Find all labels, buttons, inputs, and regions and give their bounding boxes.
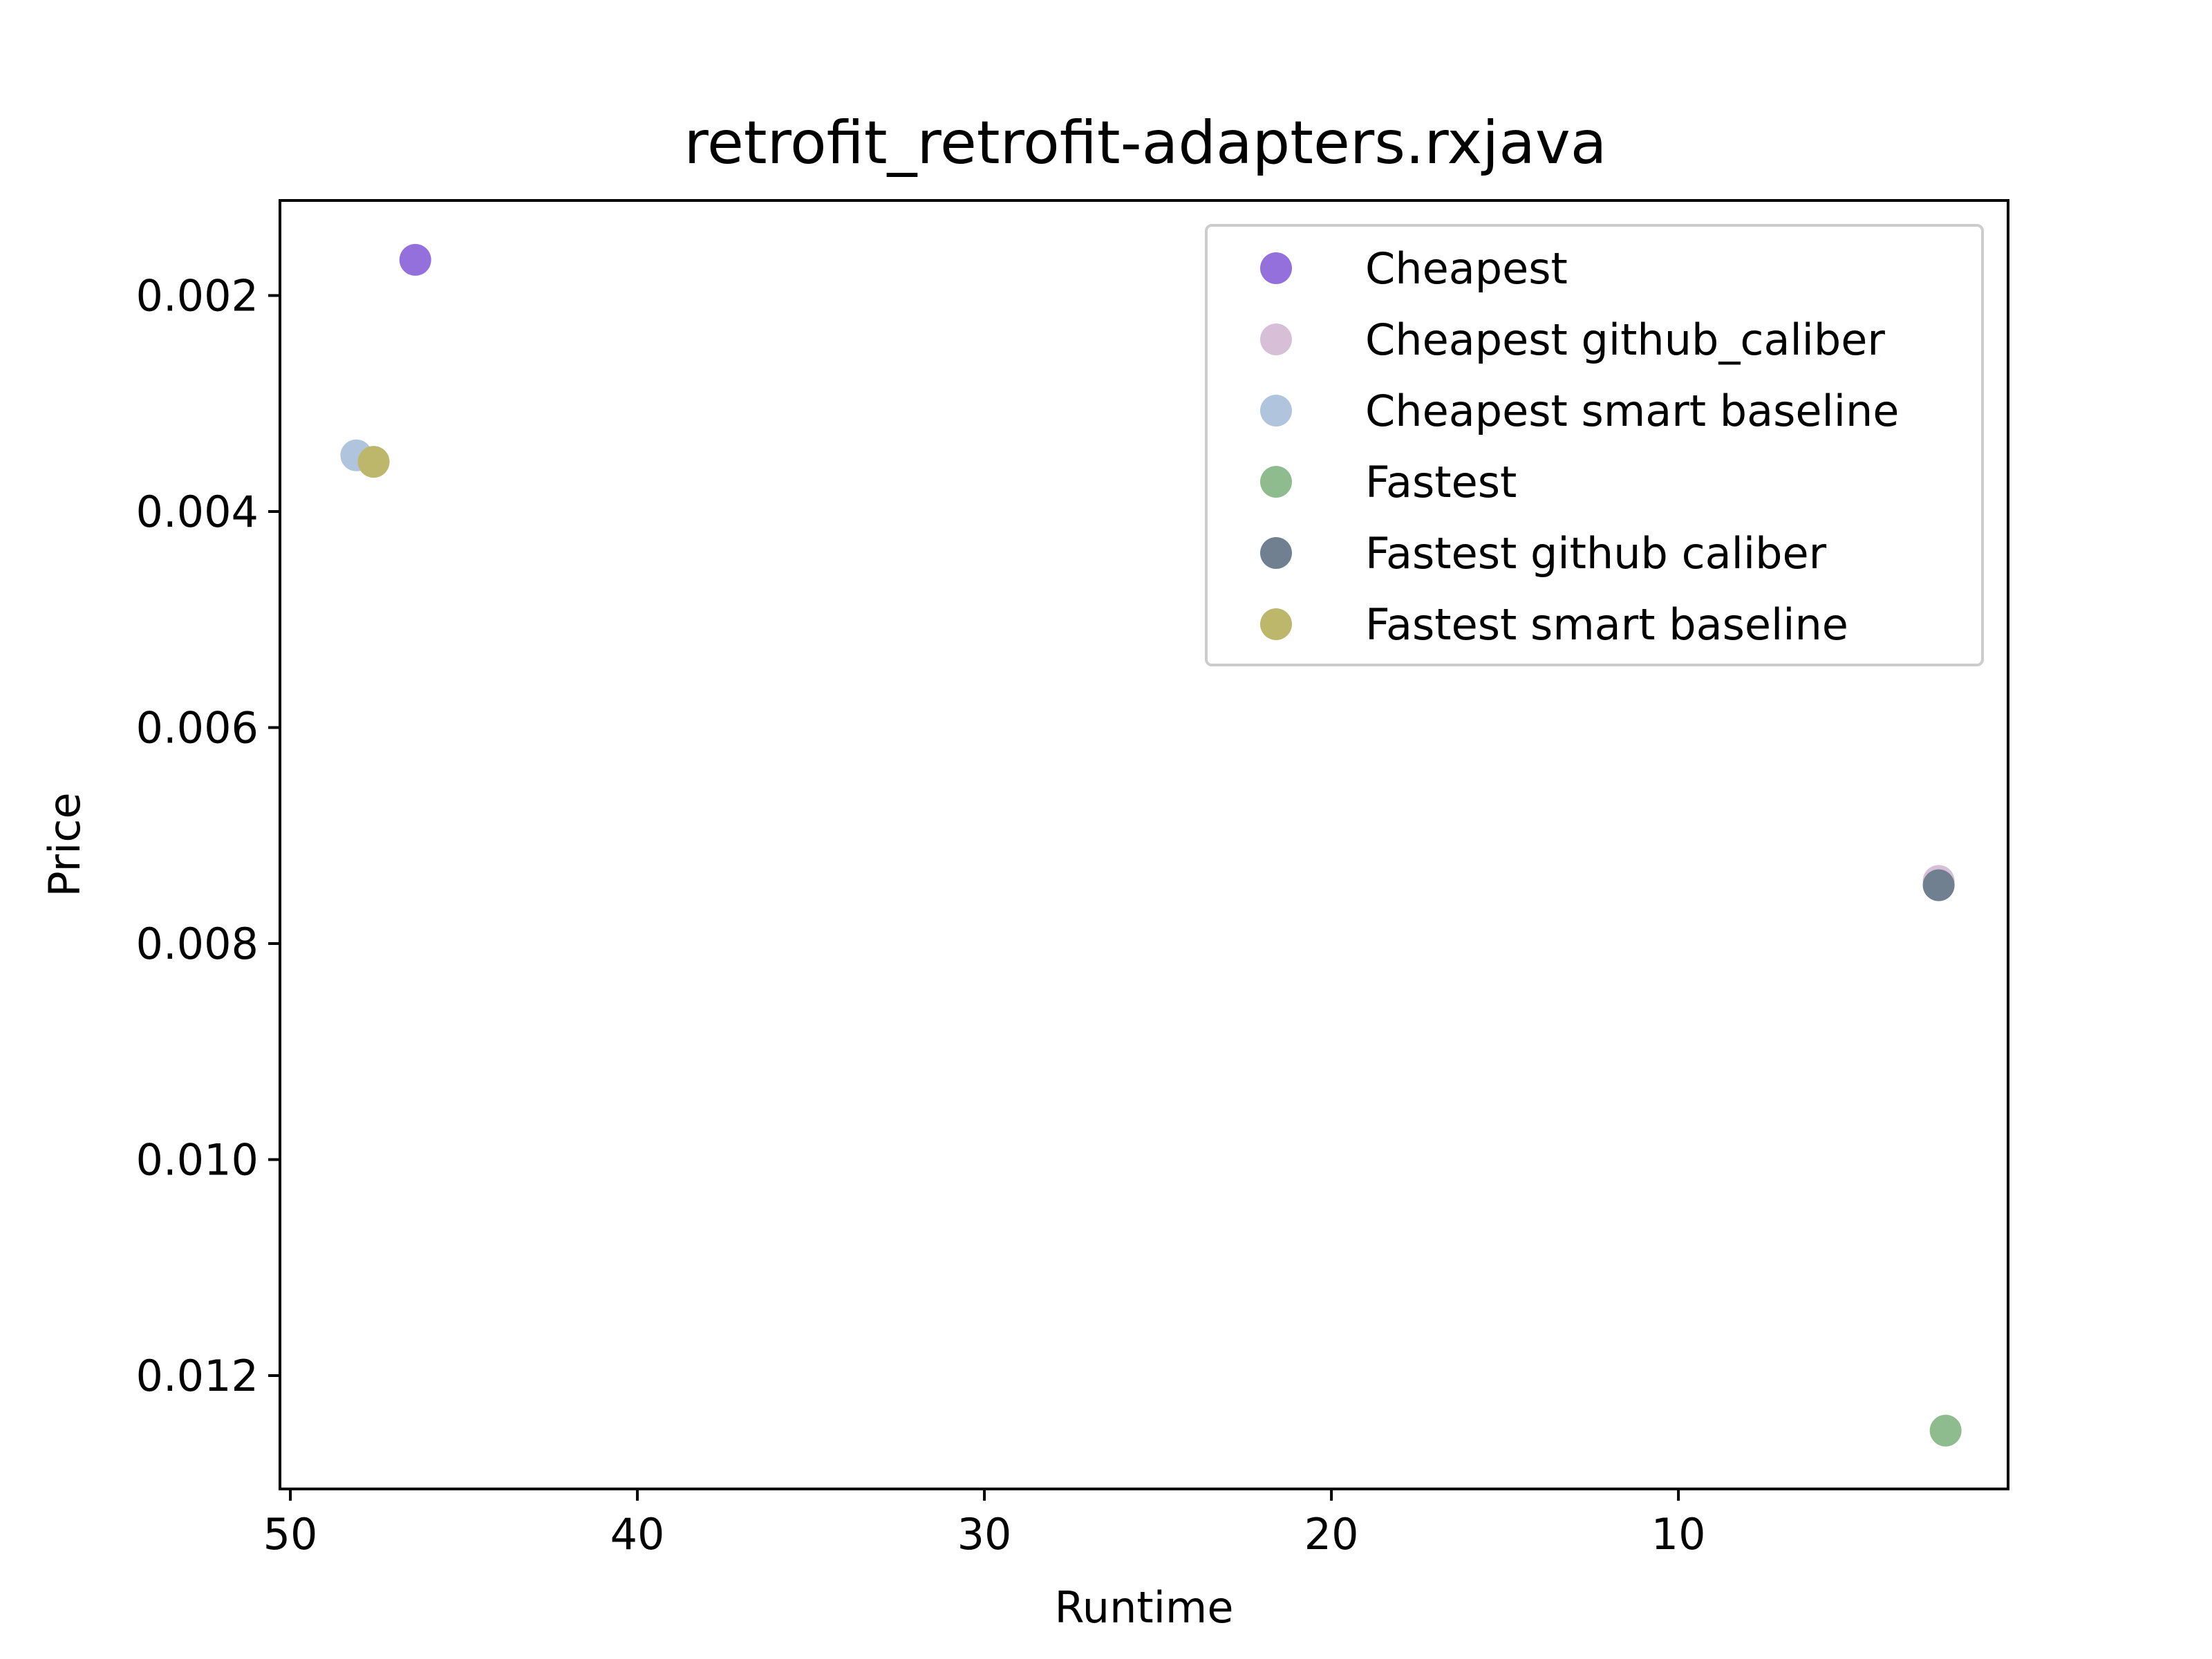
legend-label: Cheapest github_caliber — [1365, 315, 1885, 365]
x-tick-label: 50 — [263, 1509, 318, 1559]
x-tick-label: 40 — [610, 1509, 665, 1559]
plot-frame — [279, 199, 2009, 1490]
legend-marker — [1260, 395, 1292, 427]
y-tick-label: 0.004 — [136, 487, 259, 537]
x-tick-label: 20 — [1304, 1509, 1359, 1559]
legend-marker — [1260, 466, 1292, 498]
y-tick-label: 0.002 — [136, 270, 259, 321]
legend-label: Fastest — [1365, 457, 1517, 507]
y-tick-label: 0.008 — [136, 919, 259, 969]
legend-marker — [1260, 324, 1292, 355]
y-tick-label: 0.010 — [136, 1134, 259, 1185]
legend-entries: Cheapest Cheapest github_caliber Cheapest … — [1260, 243, 1899, 650]
legend-frame — [1205, 224, 1984, 666]
legend-label: Cheapest smart baseline — [1365, 386, 1899, 436]
x-axis-ticks: 50 40 30 20 10 — [263, 1489, 1706, 1559]
data-point — [399, 243, 431, 276]
y-tick-label: 0.012 — [136, 1351, 259, 1401]
legend-label: Cheapest — [1365, 243, 1568, 294]
y-axis-label: Price — [39, 792, 90, 897]
chart-title: retrofit_retrofit-adapters.rxjava — [684, 109, 1606, 178]
legend: Cheapest Cheapest github_caliber Cheapest … — [1205, 224, 1984, 666]
legend-label: Fastest smart baseline — [1365, 599, 1848, 650]
data-point — [357, 446, 390, 478]
y-axis-ticks: 0.002 0.004 0.006 0.008 0.010 0.012 — [136, 270, 280, 1401]
legend-marker — [1260, 608, 1292, 640]
data-point — [1929, 1414, 1962, 1447]
y-tick-label: 0.006 — [136, 702, 259, 753]
legend-marker — [1260, 537, 1292, 569]
data-point — [1922, 869, 1955, 901]
legend-marker — [1260, 252, 1292, 284]
x-tick-label: 30 — [957, 1509, 1012, 1559]
legend-label: Fastest github caliber — [1365, 528, 1827, 579]
x-tick-label: 10 — [1651, 1509, 1706, 1559]
x-axis-label: Runtime — [1055, 1582, 1234, 1633]
data-points — [340, 243, 1962, 1447]
